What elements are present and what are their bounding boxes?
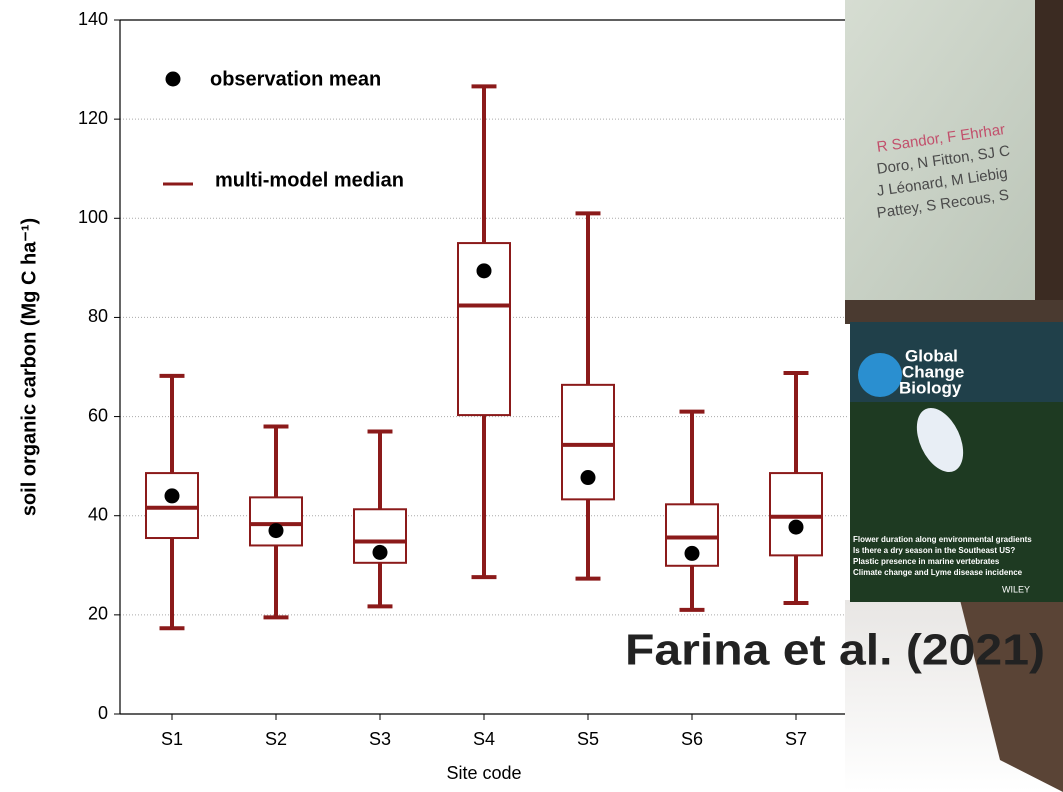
y-tick-label: 120 (78, 108, 108, 128)
mean-marker (580, 470, 596, 486)
legend-marker (165, 71, 181, 87)
box (769, 472, 823, 557)
plot-area: 0 20 40 60 80 100 120 140 Site code soil organic … (18, 9, 848, 783)
cover-line: Is there a dry season in the Southeast U… (853, 546, 1015, 555)
x-tick-label: S7 (785, 729, 807, 749)
cover-line: Climate change and Lyme disease incidenc… (853, 568, 1023, 577)
screen (845, 0, 1063, 310)
cover-line: Plastic presence in marine vertebrates (853, 557, 1000, 566)
x-axis-label: Site code (446, 763, 521, 783)
box (353, 508, 407, 564)
y-tick-label: 0 (98, 703, 108, 723)
mean-marker (788, 519, 804, 535)
x-tick-label: S6 (681, 729, 703, 749)
x-tick-label: S3 (369, 729, 391, 749)
box (249, 496, 303, 547)
x-tick-label: S2 (265, 729, 287, 749)
y-tick-label: 20 (88, 604, 108, 624)
legend-label: multi-model median (215, 169, 404, 191)
journal-title: Global (905, 346, 958, 365)
mean-marker (164, 488, 180, 504)
cover-line: Flower duration along environmental grad… (853, 535, 1032, 544)
frame (845, 300, 1063, 324)
legend-label: observation mean (210, 68, 381, 90)
x-tick-label: S5 (577, 729, 599, 749)
mean-marker (476, 263, 492, 279)
y-tick-label: 80 (88, 306, 108, 326)
frame (960, 600, 1063, 792)
y-tick-label: 60 (88, 405, 108, 425)
x-tick-label: S1 (161, 729, 183, 749)
x-tick-label: S4 (473, 729, 495, 749)
citation: Farina et al. (2021) (625, 626, 1045, 675)
journal-title: Change (902, 362, 964, 381)
y-tick-label: 140 (78, 9, 108, 29)
flower (916, 408, 964, 472)
box (145, 472, 199, 540)
mean-marker (684, 545, 700, 561)
y-tick-label: 100 (78, 207, 108, 227)
mean-marker (268, 523, 284, 539)
cover-logo (858, 353, 902, 397)
y-tick-label: 40 (88, 504, 108, 524)
photo-overlay (845, 0, 1063, 792)
mean-marker (372, 544, 388, 560)
frame (1035, 0, 1063, 320)
y-axis-label: soil organic carbon (Mg C ha⁻¹) (18, 218, 40, 516)
journal-title: Biology (899, 378, 962, 397)
publisher: WILEY (1002, 584, 1030, 594)
